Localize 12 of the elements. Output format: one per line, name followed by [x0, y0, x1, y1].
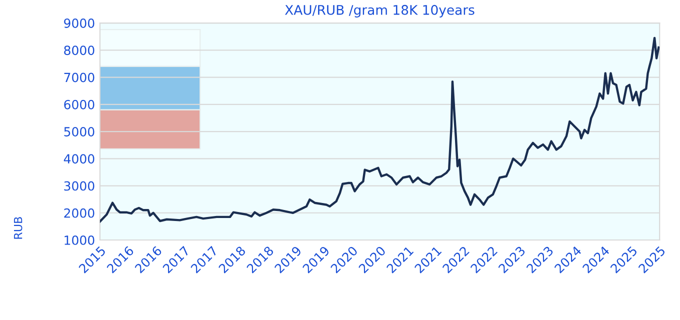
chart-title: XAU/RUB /gram 18K 10years [285, 4, 474, 18]
y-tick-label: 1000 [64, 235, 94, 245]
y-axis-title: RUB [14, 217, 22, 239]
y-tick-label: 3000 [64, 181, 94, 191]
y-tick-label: 6000 [64, 100, 94, 110]
y-tick-label: 4000 [64, 154, 94, 164]
y-tick-label: 2000 [64, 208, 94, 218]
y-tick-label: 8000 [64, 46, 94, 56]
line-series [100, 36, 660, 223]
y-tick-label: 5000 [64, 126, 94, 136]
y-tick-label: 9000 [64, 18, 94, 28]
y-tick-label: 7000 [64, 72, 94, 82]
